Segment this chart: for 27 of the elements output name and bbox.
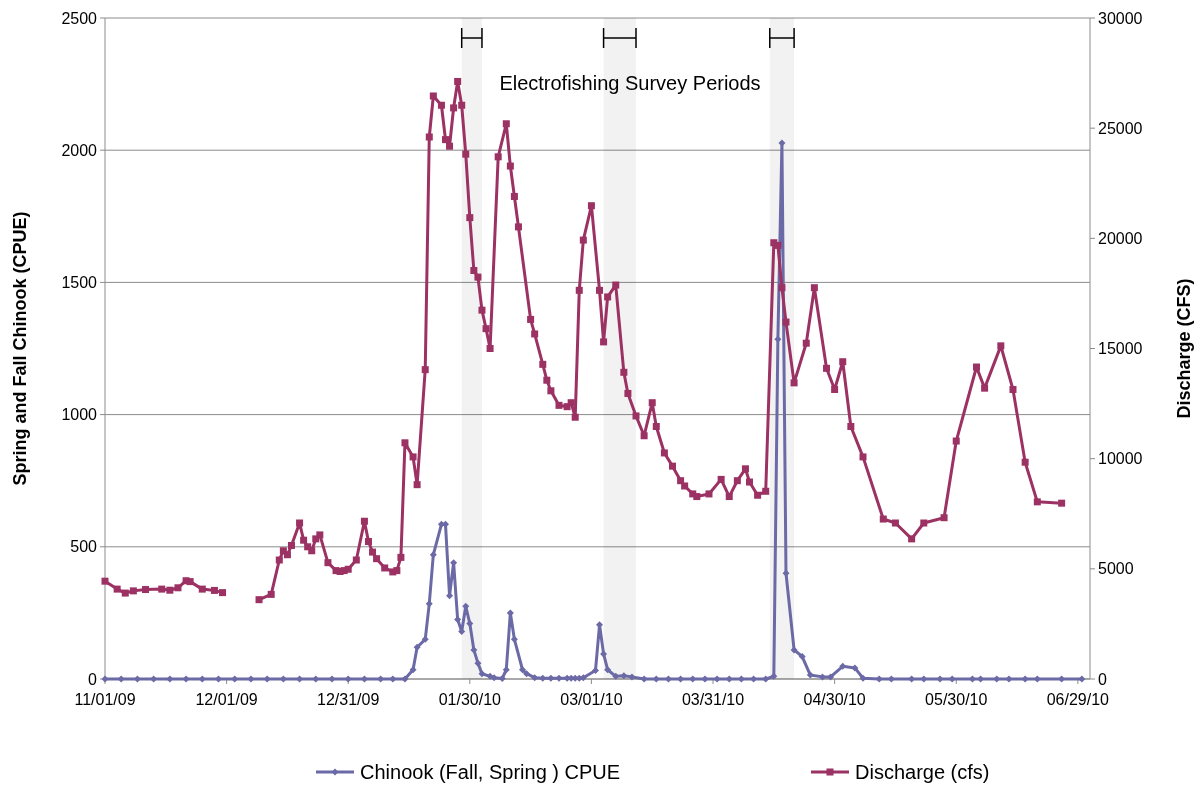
y2-tick-label: 25000	[1098, 119, 1143, 137]
x-tick-label: 03/01/10	[560, 691, 623, 708]
legend-label: Discharge (cfs)	[855, 761, 990, 783]
x-tick-label: 03/31/10	[681, 691, 745, 708]
y2-tick-label: 30000	[1098, 9, 1143, 27]
y-tick-label: 1500	[61, 274, 98, 291]
annotation: Electrofishing Survey Periods	[499, 72, 761, 94]
x-tick-label: 04/30/10	[803, 691, 866, 708]
x-tick-label: 06/29/10	[1046, 691, 1110, 708]
y-axis-title: Spring and Fall Chinook (CPUE)	[10, 211, 30, 486]
x-tick-label: 11/01/09	[74, 691, 136, 708]
y2-tick-label: 10000	[1098, 450, 1143, 468]
y-tick-label: 1000	[61, 406, 98, 424]
y-tick-label: 2500	[61, 9, 98, 27]
x-tick-label: 01/30/10	[438, 691, 502, 708]
y2-tick-label: 15000	[1098, 340, 1143, 358]
x-tick-label: 05/30/10	[925, 691, 988, 708]
y-tick-label: 2000	[61, 141, 98, 159]
y2-tick-label: 5000	[1098, 560, 1134, 578]
y2-tick-label: 20000	[1098, 229, 1143, 247]
x-tick-label: 12/31/09	[317, 691, 380, 708]
y2-axis-title: Discharge (CFS)	[1174, 278, 1194, 419]
y2-tick-label: 0	[1098, 670, 1107, 688]
y-tick-label: 500	[70, 538, 98, 556]
legend-label: Chinook (Fall, Spring ) CPUE	[360, 761, 621, 783]
x-tick-label: 12/01/09	[195, 691, 258, 708]
y-tick-label: 0	[88, 670, 98, 688]
